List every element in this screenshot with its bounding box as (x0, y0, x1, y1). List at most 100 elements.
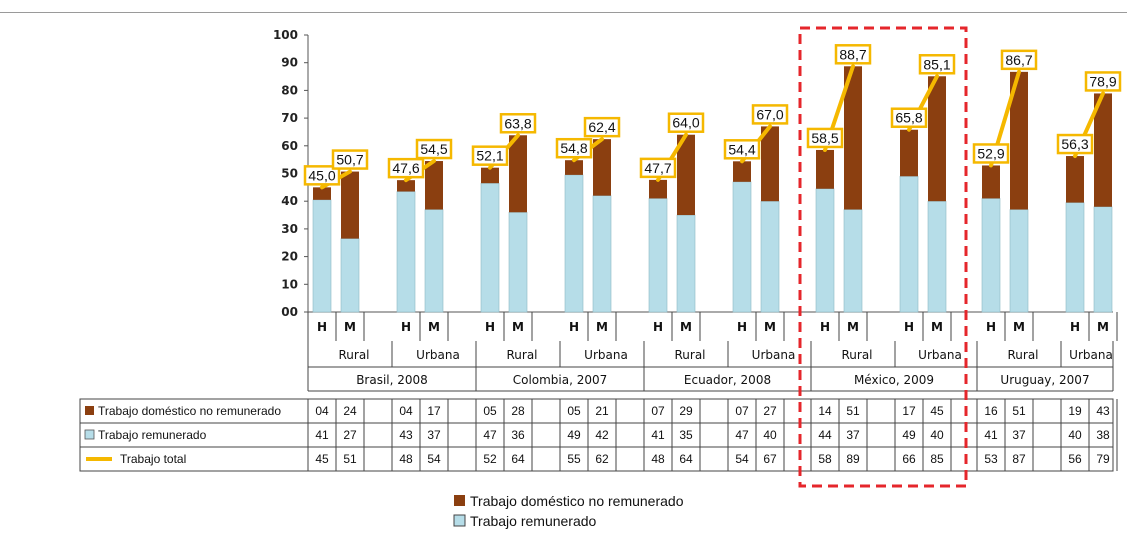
data-label-box (583, 116, 621, 138)
table-cell: 44 (818, 428, 832, 442)
bar-paid (815, 188, 835, 313)
table-cell: 28 (511, 404, 525, 418)
bar-paid (843, 209, 863, 313)
table-cell: 67 (763, 452, 777, 466)
zone-label: Urbana (752, 348, 796, 362)
table-cell: 19 (1068, 404, 1082, 418)
bar-domestic (481, 167, 499, 184)
data-label: 54,4 (728, 141, 755, 157)
table-cell: 04 (399, 404, 413, 418)
bar-paid (899, 175, 919, 313)
bar-domestic (982, 165, 1000, 199)
data-label: 86,7 (1005, 52, 1032, 68)
sex-label: M (344, 320, 356, 334)
country-label: Uruguay, 2007 (1000, 373, 1089, 387)
data-label-box (667, 112, 705, 133)
bar-paid (927, 200, 947, 313)
data-label: 58,5 (811, 130, 838, 146)
y-tick-label: 40 (281, 194, 298, 208)
y-tick-label: 80 (281, 83, 298, 97)
zone-label: Rural (841, 348, 872, 362)
zone-label: Rural (506, 348, 537, 362)
bar-domestic (928, 76, 946, 202)
data-label-box (918, 54, 956, 75)
bar-paid (732, 181, 752, 313)
table-cell: 87 (1012, 452, 1026, 466)
table-cell: 14 (818, 404, 832, 418)
table-cell: 89 (846, 452, 860, 466)
bar-domestic (1066, 156, 1084, 203)
table-cell: 53 (984, 452, 998, 466)
table-cell: 29 (679, 404, 693, 418)
data-label: 85,1 (923, 56, 950, 72)
data-label-box (834, 44, 872, 65)
table-cell: 58 (818, 452, 832, 466)
bar-paid (1093, 206, 1113, 313)
bar-domestic (425, 161, 443, 210)
sex-label: H (317, 320, 327, 334)
table-cell: 41 (984, 428, 998, 442)
zone-label: Rural (1007, 348, 1038, 362)
y-tick-label: 90 (281, 56, 298, 70)
stacked-bar-chart: 100 90 80 70 60 50 40 30 20 10 00 H M Rural H M Urbana Br… (79, 26, 1122, 529)
table-cell: 47 (483, 428, 497, 442)
data-label: 47,6 (392, 160, 419, 176)
data-label-box (723, 139, 761, 160)
data-label-box (415, 138, 453, 160)
y-tick-label: 70 (281, 111, 298, 125)
y-tick-label: 30 (281, 222, 298, 236)
table-row-label: Trabajo total (120, 452, 186, 466)
zone-label: Rural (338, 348, 369, 362)
table-cell: 55 (567, 452, 581, 466)
y-tick-label: 100 (273, 28, 298, 42)
sex-label: M (931, 320, 943, 334)
legend-swatch-paid (453, 514, 466, 527)
table-cell: 40 (930, 428, 944, 442)
data-label: 52,1 (476, 148, 503, 164)
table-cell: 27 (343, 428, 357, 442)
table-cell: 66 (902, 452, 916, 466)
country-label: México, 2009 (854, 373, 934, 387)
legend-swatch-domestic (85, 406, 94, 415)
sex-label: H (820, 320, 830, 334)
legend-swatch-domestic (454, 495, 465, 506)
table-cell: 40 (763, 428, 777, 442)
data-label-box (499, 113, 537, 134)
bar-domestic (844, 66, 862, 210)
data-label: 54,5 (420, 141, 447, 157)
data-label-box (1056, 133, 1094, 155)
y-tick-label: 60 (281, 139, 298, 153)
sex-label: M (1097, 320, 1109, 334)
country-label: Ecuador, 2008 (684, 373, 771, 387)
bar-paid (424, 209, 444, 313)
data-label-box (471, 145, 509, 166)
data-label: 63,8 (504, 115, 531, 131)
data-label: 67,0 (756, 106, 783, 122)
table-cell: 17 (427, 404, 441, 418)
bar-paid (1065, 202, 1085, 313)
bar-domestic (761, 126, 779, 202)
bar-domestic (900, 129, 918, 177)
bar-domestic (509, 135, 527, 213)
bar-paid (648, 198, 668, 313)
data-label-box (1084, 71, 1122, 92)
sex-label: M (428, 320, 440, 334)
highlight-mexico-box (798, 26, 968, 488)
table-cell: 16 (984, 404, 998, 418)
table-cell: 38 (1096, 428, 1110, 442)
table-cell: 64 (511, 452, 525, 466)
table-cell: 45 (315, 452, 329, 466)
bar-paid (480, 182, 500, 313)
table-cell: 52 (483, 452, 497, 466)
table-cell: 41 (651, 428, 665, 442)
table-cell: 05 (567, 404, 581, 418)
data-label-box (806, 127, 844, 149)
sex-label: H (569, 320, 579, 334)
table-cell: 54 (427, 452, 441, 466)
table-row-label: Trabajo doméstico no remunerado (98, 404, 281, 418)
bar-paid (508, 211, 528, 313)
bar-domestic (816, 149, 834, 189)
table-cell: 24 (343, 404, 357, 418)
table-cell: 45 (930, 404, 944, 418)
table-cell: 07 (651, 404, 665, 418)
